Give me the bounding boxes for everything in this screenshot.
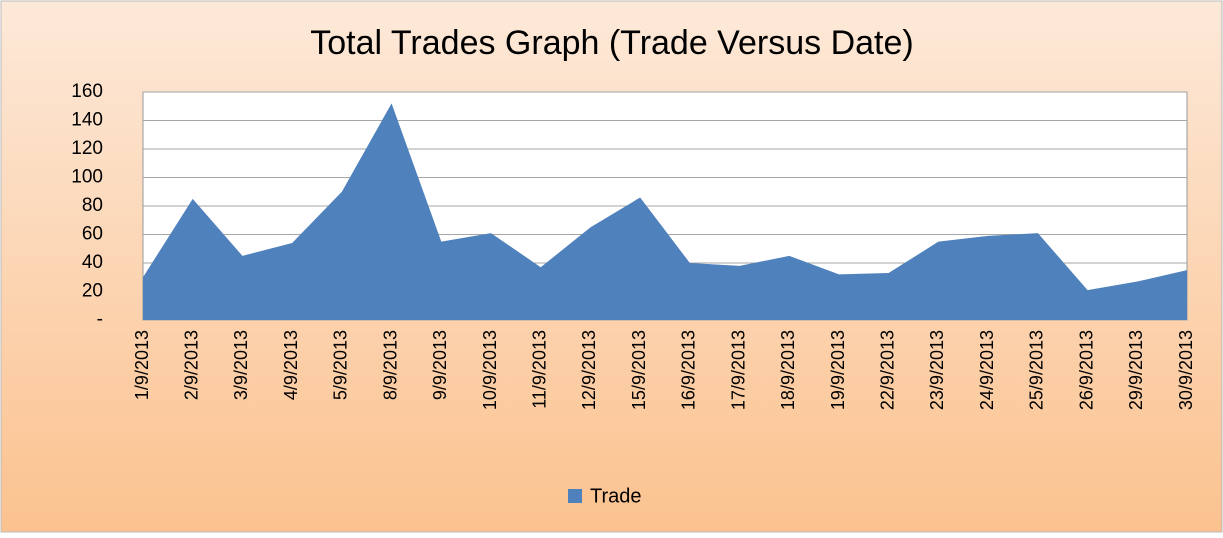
y-tick-label: 20 <box>82 281 103 302</box>
x-tick-label: 29/9/2013 <box>1126 330 1146 410</box>
x-tick-label: 17/9/2013 <box>728 330 748 410</box>
x-tick-label: 3/9/2013 <box>231 330 251 400</box>
x-tick-label: 22/9/2013 <box>877 330 897 410</box>
area <box>143 103 1187 321</box>
x-tick-label: 30/9/2013 <box>1176 330 1196 410</box>
x-tick-label: 2/9/2013 <box>181 330 201 400</box>
x-tick-label: 16/9/2013 <box>679 330 699 410</box>
x-tick-label: 5/9/2013 <box>331 330 351 400</box>
x-tick-label: 1/9/2013 <box>132 330 152 400</box>
y-tick-label: 100 <box>71 167 103 188</box>
y-tick-label: - <box>97 309 103 330</box>
y-tick-label: 160 <box>71 81 103 102</box>
legend-label: Trade <box>590 485 642 507</box>
legend-swatch <box>568 489 582 503</box>
x-tick-label: 18/9/2013 <box>778 330 798 410</box>
y-tick-label: 80 <box>82 195 103 216</box>
y-tick-label: 40 <box>82 252 103 273</box>
y-tick-label: 140 <box>71 110 103 131</box>
x-tick-label: 11/9/2013 <box>529 330 549 409</box>
chart-title: Total Trades Graph (Trade Versus Date) <box>310 24 913 62</box>
x-tick-label: 12/9/2013 <box>579 330 599 410</box>
x-tick-label: 19/9/2013 <box>828 330 848 410</box>
x-tick-label: 25/9/2013 <box>1027 330 1047 410</box>
y-tick-label: 60 <box>82 224 103 245</box>
x-tick-label: 8/9/2013 <box>380 330 400 400</box>
x-tick-label: 26/9/2013 <box>1076 330 1096 410</box>
x-tick-label: 23/9/2013 <box>927 330 947 410</box>
x-tick-label: 24/9/2013 <box>977 330 997 410</box>
x-tick-label: 9/9/2013 <box>430 330 450 400</box>
x-tick-label: 10/9/2013 <box>480 330 500 410</box>
x-tick-label: 4/9/2013 <box>281 330 301 400</box>
y-tick-label: 120 <box>71 138 103 159</box>
x-tick-label: 15/9/2013 <box>629 330 649 410</box>
